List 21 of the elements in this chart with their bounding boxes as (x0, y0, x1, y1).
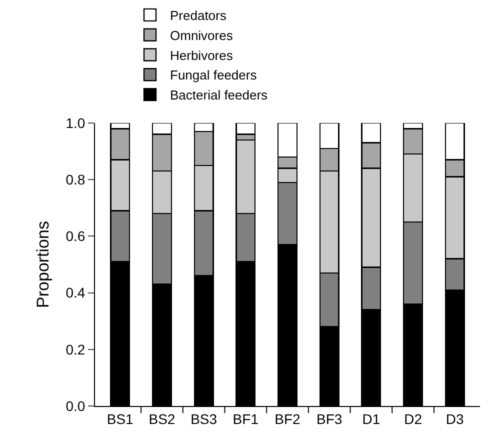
x-tick-label: BS2 (148, 410, 176, 427)
x-tick-label: D1 (362, 410, 380, 427)
legend-label: Predators (170, 8, 227, 24)
x-tick-label: D3 (446, 410, 464, 427)
x-tick-label: BF1 (232, 410, 259, 427)
x-tick-label: BS1 (106, 410, 134, 427)
legend-label: Bacterial feeders (170, 88, 268, 103)
x-tick-label: BS3 (190, 410, 218, 427)
y-tick-label: 0.8 (66, 172, 86, 188)
y-tick-label: 0.2 (66, 341, 86, 358)
y-tick-label: 0.4 (66, 284, 86, 301)
y-tick-label: 1.0 (66, 114, 86, 131)
legend-label: Fungal feeders (170, 68, 258, 83)
x-tick-label: BF3 (316, 410, 342, 427)
x-tick-label: D2 (404, 410, 422, 427)
y-tick-label: 0.0 (66, 398, 86, 414)
x-tick-label: BF2 (274, 410, 301, 427)
legend-label: Herbivores (170, 48, 234, 63)
y-axis-title: Proportions (33, 221, 52, 308)
legend-label: Omnivores (170, 28, 234, 43)
y-tick-label: 0.6 (66, 228, 86, 244)
